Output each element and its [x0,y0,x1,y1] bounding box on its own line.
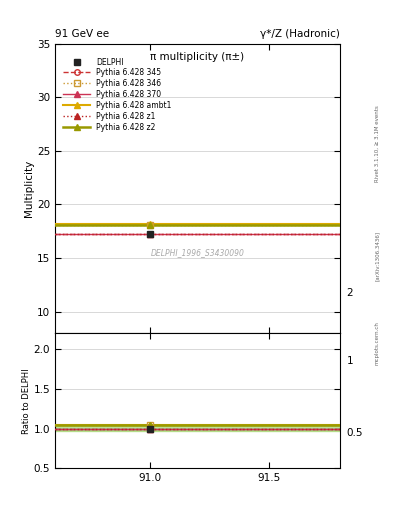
Text: mcplots.cern.ch: mcplots.cern.ch [375,321,380,365]
Text: 2: 2 [347,288,353,298]
Legend: DELPHI, Pythia 6.428 345, Pythia 6.428 346, Pythia 6.428 370, Pythia 6.428 ambt1: DELPHI, Pythia 6.428 345, Pythia 6.428 3… [62,56,173,134]
Y-axis label: Ratio to DELPHI: Ratio to DELPHI [22,368,31,434]
Text: [arXiv:1306.3436]: [arXiv:1306.3436] [375,231,380,281]
Text: DELPHI_1996_S3430090: DELPHI_1996_S3430090 [151,248,244,257]
Text: Rivet 3.1.10, ≥ 3.1M events: Rivet 3.1.10, ≥ 3.1M events [375,105,380,182]
Text: 91 GeV ee: 91 GeV ee [55,29,109,39]
Bar [55,426,340,431]
Text: 1: 1 [347,356,353,366]
Text: γ*/Z (Hadronic): γ*/Z (Hadronic) [260,29,340,39]
Y-axis label: Multiplicity: Multiplicity [24,160,34,217]
Text: π multiplicity (π±): π multiplicity (π±) [151,52,244,62]
Text: 0.5: 0.5 [347,428,363,438]
